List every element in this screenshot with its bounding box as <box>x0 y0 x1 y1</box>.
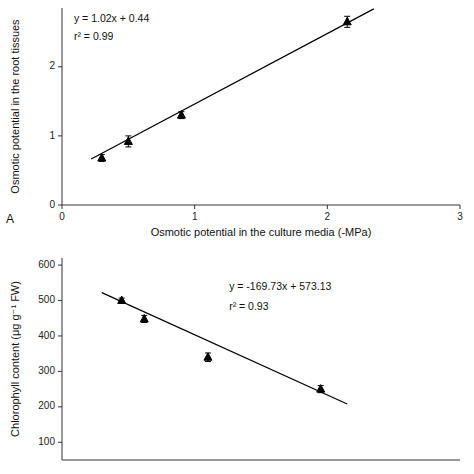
y-tick <box>58 371 62 372</box>
error-bar-cap <box>205 361 211 362</box>
error-bar-cap <box>125 146 131 147</box>
y-tick <box>58 335 62 336</box>
y-axis-line <box>62 258 63 460</box>
x-axis-label: Osmotic potential in the culture media (… <box>151 226 372 238</box>
plot-area <box>102 293 347 404</box>
y-tick-label: 1 <box>49 130 55 141</box>
y-tick-label: 200 <box>38 400 55 411</box>
data-point <box>140 314 148 322</box>
error-bar <box>125 136 131 147</box>
annotation: y = -169.73x + 573.13 <box>229 280 331 292</box>
panel-label: A <box>6 212 14 226</box>
y-tick <box>58 135 62 136</box>
y-axis-label: Chlorophyll content (μg g⁻¹ FW) <box>9 281 21 437</box>
x-tick <box>194 205 195 209</box>
y-axis-line <box>62 8 63 205</box>
annotation: r² = 0.93 <box>229 300 269 312</box>
x-tick <box>327 205 328 209</box>
y-tick-label: 0 <box>49 199 55 210</box>
data-point <box>204 353 212 361</box>
annotation: y = 1.02x + 0.44 <box>74 12 149 24</box>
x-tick <box>62 205 63 209</box>
y-tick-label: 400 <box>38 330 55 341</box>
y-tick <box>58 300 62 301</box>
x-axis-line <box>62 460 460 461</box>
x-axis-line <box>62 205 460 206</box>
chart-panel: 0 1 2 0 1 2 3 Osmotic potential in the culture … <box>6 8 463 238</box>
annotation: r² = 0.99 <box>74 30 114 42</box>
plot-area <box>91 9 374 162</box>
x-tick-label: 2 <box>325 211 331 222</box>
y-tick-label: 2 <box>49 60 55 71</box>
y-tick-label: 500 <box>38 294 55 305</box>
error-bar <box>141 315 147 322</box>
y-tick <box>58 66 62 67</box>
y-tick <box>58 265 62 266</box>
x-tick <box>460 205 461 209</box>
x-tick-label: 3 <box>457 211 463 222</box>
y-tick <box>58 406 62 407</box>
error-bar <box>205 353 211 362</box>
y-tick <box>58 205 62 206</box>
x-tick-label: 0 <box>59 211 65 222</box>
y-tick-label: 300 <box>38 365 55 376</box>
chart-canvas: 0 1 2 0 1 2 3 Osmotic potential in the culture … <box>0 0 474 474</box>
y-tick-label: 600 <box>38 259 55 270</box>
regression-line <box>91 9 374 159</box>
error-bar-cap <box>344 27 350 28</box>
regression-line <box>102 293 347 404</box>
y-tick <box>58 442 62 443</box>
x-tick-label: 1 <box>192 211 198 222</box>
y-axis-label: Osmotic potential in the root tissues <box>9 19 21 194</box>
y-tick-label: 100 <box>38 436 55 447</box>
chart-panel: 100 200 300 400 500 600 Chlorophyll content (μ… <box>9 258 460 460</box>
